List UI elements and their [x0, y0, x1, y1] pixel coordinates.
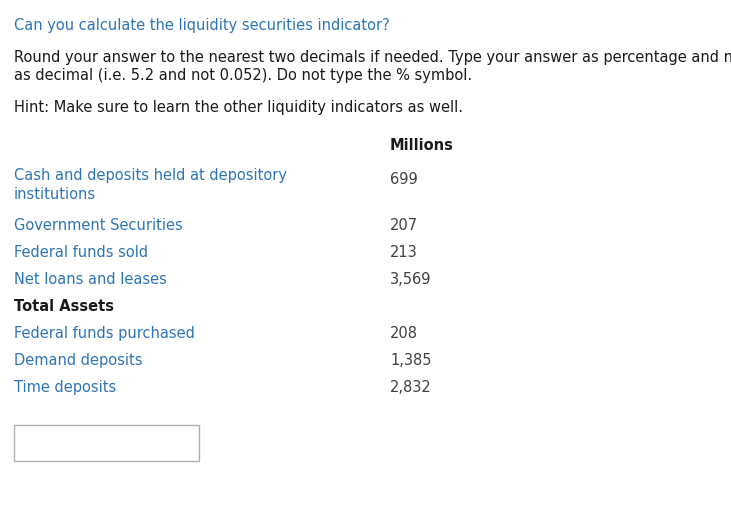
Text: 213: 213	[390, 245, 417, 260]
Text: Time deposits: Time deposits	[14, 380, 116, 395]
Text: 1,385: 1,385	[390, 353, 431, 368]
Text: 3,569: 3,569	[390, 272, 431, 287]
Text: Round your answer to the nearest two decimals if needed. Type your answer as per: Round your answer to the nearest two dec…	[14, 50, 731, 65]
Text: Federal funds purchased: Federal funds purchased	[14, 326, 195, 341]
Text: institutions: institutions	[14, 187, 96, 202]
Text: Federal funds sold: Federal funds sold	[14, 245, 148, 260]
Text: 207: 207	[390, 218, 418, 233]
Text: Net loans and leases: Net loans and leases	[14, 272, 167, 287]
Text: Cash and deposits held at depository: Cash and deposits held at depository	[14, 168, 287, 183]
Text: Total Assets: Total Assets	[14, 299, 114, 314]
Text: Hint: Make sure to learn the other liquidity indicators as well.: Hint: Make sure to learn the other liqui…	[14, 100, 463, 115]
Text: 208: 208	[390, 326, 418, 341]
Text: Demand deposits: Demand deposits	[14, 353, 143, 368]
Text: as decimal (i.e. 5.2 and not 0.052). Do not type the % symbol.: as decimal (i.e. 5.2 and not 0.052). Do …	[14, 68, 472, 83]
Text: Can you calculate the liquidity securities indicator?: Can you calculate the liquidity securiti…	[14, 18, 390, 33]
Bar	[14, 425, 199, 461]
Text: 2,832: 2,832	[390, 380, 432, 395]
Text: Government Securities: Government Securities	[14, 218, 183, 233]
Text: 699: 699	[390, 172, 417, 187]
Text: Millions: Millions	[390, 138, 454, 153]
